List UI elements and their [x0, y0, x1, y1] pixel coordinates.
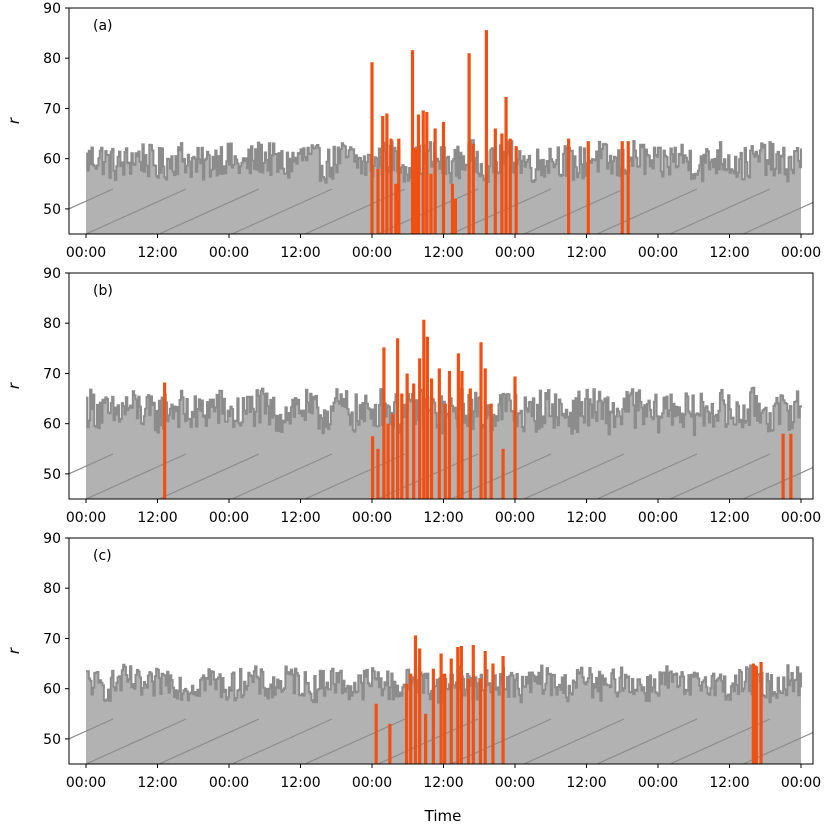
y-tick-label: 80 [43, 316, 61, 332]
axes-frame [68, 7, 814, 235]
y-tick-label: 50 [43, 467, 61, 483]
y-tick-label: 70 [43, 366, 61, 382]
y-tick-label: 90 [43, 1, 61, 17]
x-tick-label: 00:00 [781, 775, 821, 791]
panel-3: 50 60 70 80 90 00:00 12:00 00:00 12:00 00:00 12:00… [5, 531, 821, 791]
x-tick-label: 12:00 [423, 775, 463, 791]
x-tick-label: 12:00 [566, 245, 606, 261]
x-tick-label: 00:00 [209, 245, 249, 261]
panel-label: (b) [93, 283, 113, 299]
x-tick-label: 12:00 [709, 775, 749, 791]
x-tick-label: 12:00 [566, 510, 606, 526]
y-tick-label: 80 [43, 51, 61, 67]
x-tick-label: 12:00 [709, 245, 749, 261]
baseline-area [86, 387, 801, 499]
x-tick-label: 00:00 [66, 245, 106, 261]
y-tick-label: 90 [43, 531, 61, 547]
panel-2: 50 60 70 80 90 00:00 12:00 00:00 12:00 00:00 12:00… [5, 266, 821, 526]
y-axis-label: r [5, 647, 23, 654]
y-tick-label: 90 [43, 266, 61, 282]
x-tick-label: 00:00 [209, 775, 249, 791]
axes-frame [68, 537, 814, 765]
y-tick-label: 50 [43, 732, 61, 748]
x-tick-label: 00:00 [638, 245, 678, 261]
x-tick-label: 00:00 [209, 510, 249, 526]
panel-label: (c) [93, 548, 112, 564]
y-tick-label: 50 [43, 202, 61, 218]
x-tick-label: 12:00 [566, 775, 606, 791]
x-tick-label: 12:00 [280, 510, 320, 526]
x-tick-label: 00:00 [352, 775, 392, 791]
y-tick-label: 60 [43, 682, 61, 698]
axes-frame [68, 272, 814, 500]
x-axis-label: Time [424, 807, 462, 825]
x-tick-label: 00:00 [495, 510, 535, 526]
x-tick-label: 00:00 [638, 775, 678, 791]
x-tick-label: 12:00 [137, 245, 177, 261]
x-tick-label: 00:00 [495, 245, 535, 261]
y-tick-label: 60 [43, 417, 61, 433]
y-tick-label: 70 [43, 101, 61, 117]
y-tick-label: 70 [43, 631, 61, 647]
x-tick-label: 12:00 [137, 510, 177, 526]
y-tick-label: 60 [43, 152, 61, 168]
y-axis-label: r [5, 117, 23, 124]
x-tick-label: 12:00 [423, 245, 463, 261]
x-tick-label: 00:00 [66, 775, 106, 791]
x-tick-label: 00:00 [66, 510, 106, 526]
x-tick-label: 00:00 [495, 775, 535, 791]
x-tick-label: 00:00 [638, 510, 678, 526]
x-tick-label: 12:00 [280, 775, 320, 791]
x-tick-label: 00:00 [781, 510, 821, 526]
x-tick-label: 00:00 [781, 245, 821, 261]
x-tick-label: 12:00 [137, 775, 177, 791]
x-tick-label: 12:00 [280, 245, 320, 261]
panel-label: (a) [93, 18, 113, 34]
panel-1: 50 60 70 80 90 00:00 12:00 00:00 12:00 00:00 12:00… [5, 1, 821, 261]
y-tick-label: 80 [43, 581, 61, 597]
x-tick-label: 12:00 [423, 510, 463, 526]
baseline-line [86, 386, 802, 437]
x-tick-label: 00:00 [352, 510, 392, 526]
y-axis-label: r [5, 382, 23, 389]
x-tick-label: 00:00 [352, 245, 392, 261]
x-tick-label: 12:00 [709, 510, 749, 526]
